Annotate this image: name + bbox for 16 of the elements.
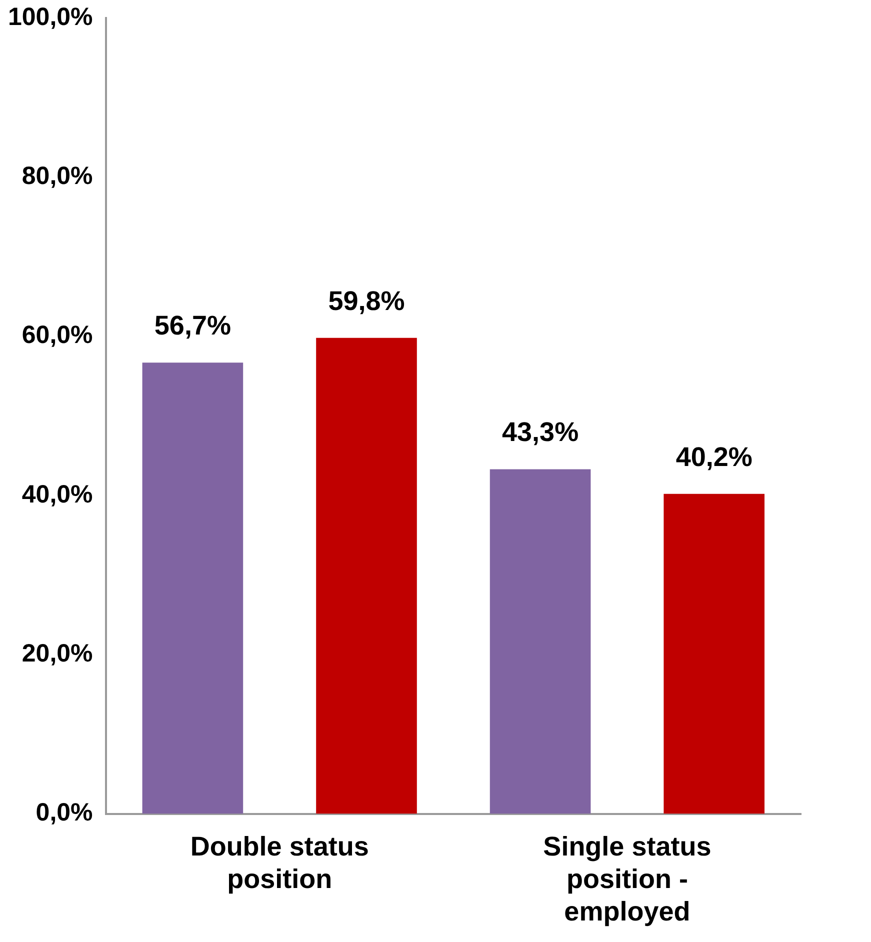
y-tick-label: 20,0% xyxy=(22,640,93,668)
y-tick-label: 100,0% xyxy=(8,2,93,31)
bar xyxy=(490,469,591,814)
data-label: 40,2% xyxy=(676,442,752,472)
data-label: 56,7% xyxy=(154,310,231,341)
x-tick-label: Double status position xyxy=(190,831,369,894)
bar xyxy=(316,338,417,814)
data-label: 43,3% xyxy=(502,417,579,448)
bar xyxy=(664,494,764,814)
y-tick-label: 40,0% xyxy=(22,480,93,508)
bar xyxy=(142,362,244,814)
y-tick-label: 80,0% xyxy=(22,162,93,190)
data-label: 59,8% xyxy=(328,286,405,316)
y-tick-label: 60,0% xyxy=(22,321,93,350)
x-tick-label: Single status position - employed xyxy=(543,831,712,926)
y-tick-label: 0,0% xyxy=(36,798,93,827)
